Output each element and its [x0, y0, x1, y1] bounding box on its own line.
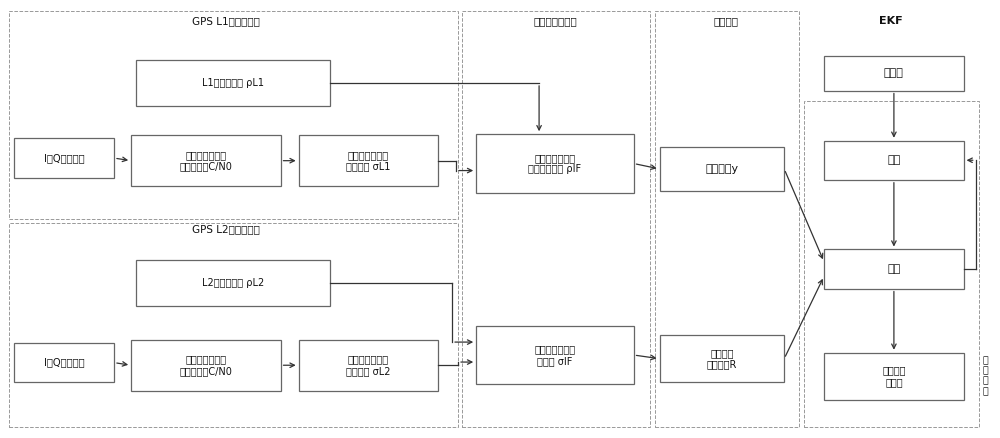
Text: 初始化: 初始化 [884, 68, 904, 78]
Bar [824, 353, 964, 399]
Text: 计算伪距测量值
噪声误差 σL2: 计算伪距测量值 噪声误差 σL2 [346, 354, 391, 376]
Bar [136, 60, 330, 106]
Text: 预测: 预测 [887, 155, 901, 165]
Bar [655, 11, 799, 427]
Text: 利用窄带宽带功
率比值法求C/N0: 利用窄带宽带功 率比值法求C/N0 [179, 150, 232, 172]
Bar [476, 325, 634, 385]
Text: 电离层延迟校正
后伪距测量值 ρIF: 电离层延迟校正 后伪距测量值 ρIF [528, 153, 581, 174]
Text: EKF: EKF [879, 16, 903, 26]
Text: L2伪距测量值 ρL2: L2伪距测量值 ρL2 [202, 278, 264, 288]
Bar [14, 138, 114, 178]
Bar [824, 56, 964, 91]
Text: 定轨输入: 定轨输入 [714, 16, 739, 26]
Bar [131, 135, 281, 186]
Text: L1伪距测量值 ρL1: L1伪距测量值 ρL1 [202, 78, 264, 88]
Text: GPS L1信号跟踪环: GPS L1信号跟踪环 [192, 16, 260, 26]
Text: 更新: 更新 [887, 264, 901, 274]
Text: 定
轨
输
出: 定 轨 输 出 [983, 356, 989, 396]
Text: 测量噪声
方差矩阵R: 测量噪声 方差矩阵R [707, 348, 737, 370]
Bar [136, 260, 330, 306]
Text: I、Q支路信号: I、Q支路信号 [44, 357, 85, 367]
Text: 卫星轨道
估计值: 卫星轨道 估计值 [882, 365, 906, 387]
Bar [804, 101, 979, 427]
Text: 电离层延迟校正: 电离层延迟校正 [534, 16, 578, 26]
Bar [476, 134, 634, 193]
Bar [824, 250, 964, 289]
Text: 计算组合伪距噪
声误差 σIF: 计算组合伪距噪 声误差 σIF [534, 344, 575, 366]
Text: 计算伪距测量值
噪声误差 σL1: 计算伪距测量值 噪声误差 σL1 [346, 150, 391, 172]
Text: I、Q支路信号: I、Q支路信号 [44, 153, 85, 163]
Text: 测量向量y: 测量向量y [705, 164, 738, 174]
Bar [660, 335, 784, 382]
Bar [9, 223, 458, 427]
Bar [9, 11, 458, 219]
Bar [299, 135, 438, 186]
Bar [299, 339, 438, 391]
Bar [462, 11, 650, 427]
Bar [660, 147, 784, 191]
Bar [824, 141, 964, 180]
Text: 利用窄带宽带功
率比值法求C/N0: 利用窄带宽带功 率比值法求C/N0 [179, 354, 232, 376]
Bar [131, 339, 281, 391]
Text: GPS L2信号跟踪环: GPS L2信号跟踪环 [192, 224, 260, 234]
Bar [14, 343, 114, 382]
